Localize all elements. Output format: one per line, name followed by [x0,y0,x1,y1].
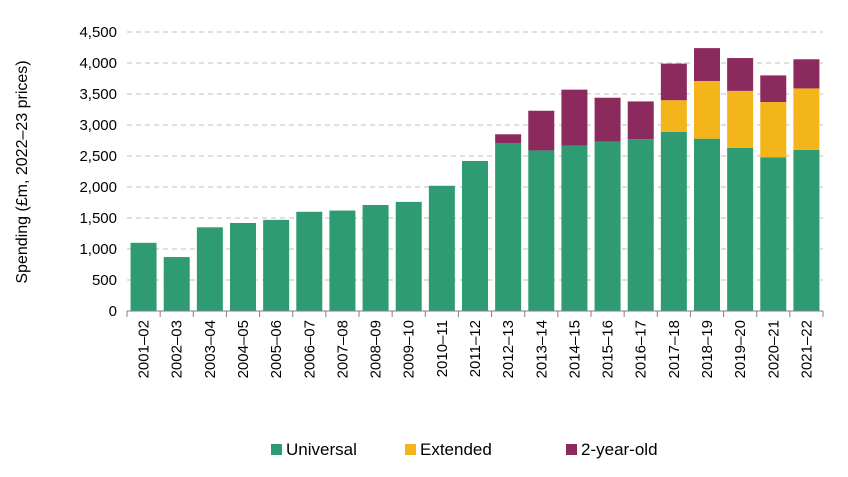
bar-universal [196,227,223,311]
x-tick-label: 2003–04 [202,320,219,378]
x-axis-tick-labels: 2001–02 2002–03 2003–04 2004–05 2005–06 2006–… [136,320,816,378]
bar-universal [594,141,621,311]
x-tick-label: 2001–02 [136,320,153,378]
bar-2-year-old [660,63,687,101]
bar-universal [395,201,422,311]
x-tick-label: 2018–19 [699,320,716,378]
bars [130,48,820,311]
bar-extended [760,102,787,158]
legend-label: Universal [286,440,357,459]
y-tick-label: 3,500 [79,86,117,103]
bar-extended [660,100,687,132]
y-tick-label: 3,000 [79,117,117,134]
bar-universal [130,242,157,311]
y-tick-label: 4,000 [79,55,117,72]
x-tick-label: 2019–20 [732,320,749,378]
bar-universal [528,150,555,311]
bar-universal [660,131,687,311]
y-tick-label: 500 [92,272,117,289]
bar-2-year-old [627,101,654,140]
x-tick-label: 2007–08 [334,320,351,378]
x-tick-label: 2021–22 [798,320,815,378]
bar-universal [296,211,323,311]
legend-swatch [271,444,282,455]
legend-label: Extended [420,440,492,459]
bar-2-year-old [594,97,621,142]
bar-universal [793,149,820,311]
x-tick-label: 2014–15 [566,320,583,378]
x-tick-label: 2020–21 [765,320,782,378]
y-axis-title: Spending (£m, 2022–23 prices) [14,60,31,283]
legend-item-universal: Universal [271,440,357,459]
bar-universal [428,185,455,311]
y-tick-label: 2,000 [79,179,117,196]
x-tick-label: 2017–18 [666,320,683,378]
x-tick-label: 2010–11 [434,320,451,377]
bar-2-year-old [528,110,555,151]
legend-item-2-year-old: 2-year-old [566,440,658,459]
x-axis-ticks [126,311,824,317]
bar-universal [230,222,256,311]
legend-label: 2-year-old [581,440,658,459]
x-tick-label: 2015–16 [600,320,617,378]
legend-item-extended: Extended [405,440,492,459]
bar-2-year-old [495,134,522,143]
bar-universal [694,138,720,311]
y-tick-label: 2,500 [79,148,117,165]
bar-extended [694,80,720,139]
x-tick-label: 2008–09 [368,320,385,378]
x-tick-label: 2002–03 [169,320,186,378]
y-axis-tick-labels: 0 500 1,000 1,500 2,000 2,500 3,000 3,500 4,000 4… [79,24,117,320]
y-tick-label: 1,500 [79,210,117,227]
x-tick-label: 2016–17 [633,320,650,378]
x-tick-label: 2009–10 [401,320,418,378]
bar-universal [362,204,389,311]
bar-2-year-old [694,48,720,81]
bar-2-year-old [561,89,588,146]
bar-universal [263,219,290,311]
x-tick-label: 2011–12 [467,320,484,377]
bar-extended [793,88,820,150]
legend-swatch [405,444,416,455]
x-tick-label: 2013–14 [533,320,550,378]
x-tick-label: 2004–05 [235,320,252,378]
bar-universal [462,160,488,311]
bar-2-year-old [793,59,820,89]
bar-universal [561,145,588,311]
legend: Universal Extended 2-year-old [271,440,658,459]
x-tick-label: 2005–06 [268,320,285,378]
bar-universal [627,139,654,311]
bar-universal [329,210,356,311]
x-tick-label: 2006–07 [301,320,318,378]
legend-swatch [566,444,577,455]
bar-2-year-old [760,75,787,103]
x-tick-label: 2012–13 [500,320,517,378]
bar-extended [727,90,754,148]
bar-universal [727,147,754,311]
y-tick-label: 4,500 [79,24,117,41]
bar-universal [163,257,190,311]
bar-universal [760,157,787,311]
bar-universal [495,142,522,311]
y-tick-label: 0 [109,303,117,320]
y-tick-label: 1,000 [79,241,117,258]
bar-2-year-old [727,58,754,91]
